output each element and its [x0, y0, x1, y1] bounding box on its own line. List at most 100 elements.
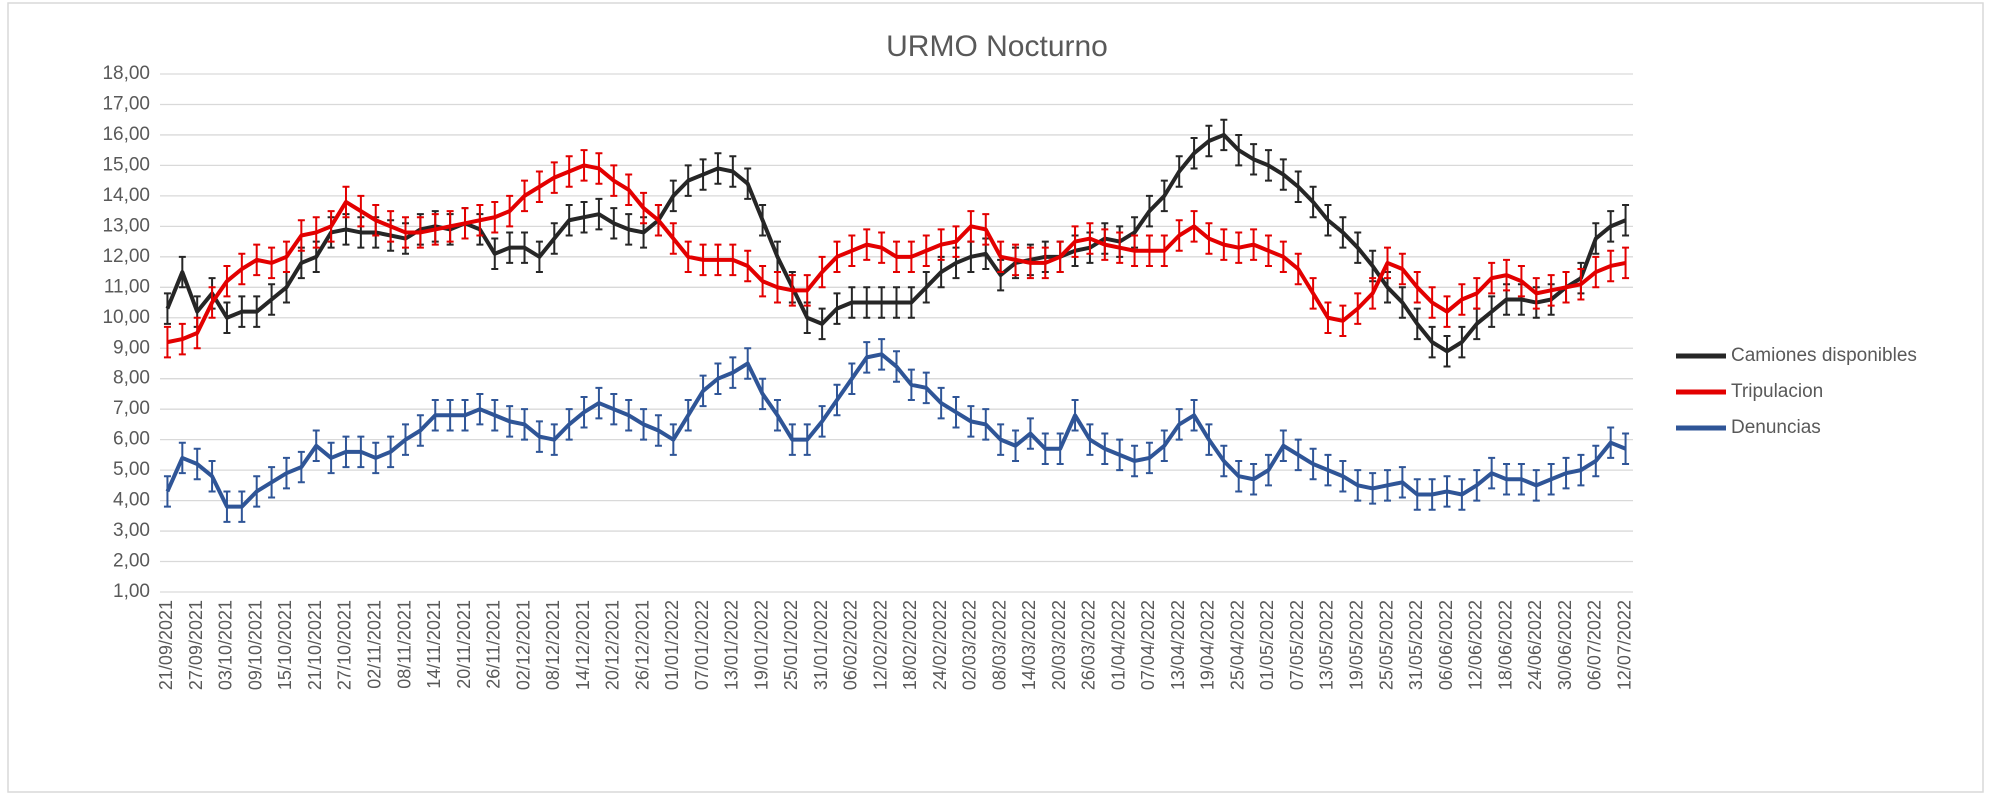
error-bar	[1071, 399, 1079, 432]
error-bar	[878, 286, 886, 319]
error-bar	[372, 441, 380, 475]
error-bar	[684, 399, 692, 432]
error-bar	[937, 228, 945, 261]
error-bar	[253, 475, 261, 508]
x-tick-label: 06/07/2022	[1585, 600, 1605, 690]
error-bar	[506, 405, 514, 438]
error-bar	[1250, 143, 1258, 176]
x-tick-label: 06/02/2022	[841, 600, 861, 690]
y-tick-label: 12,00	[102, 246, 150, 267]
error-bar	[1324, 301, 1332, 334]
error-bar	[1473, 469, 1481, 502]
error-bar	[416, 216, 424, 249]
error-bar	[1116, 231, 1124, 264]
error-bar	[297, 219, 305, 252]
y-tick-label: 1,00	[113, 581, 150, 602]
error-bar	[1205, 222, 1213, 255]
error-bar	[773, 271, 781, 304]
error-bar	[848, 362, 856, 395]
error-bar	[1592, 222, 1600, 255]
error-bar	[1339, 459, 1347, 493]
error-bar	[893, 350, 900, 383]
error-bar	[640, 191, 648, 225]
x-tick-label: 02/03/2022	[960, 600, 980, 690]
error-bar	[863, 341, 871, 374]
error-bar	[1503, 463, 1511, 496]
error-bar	[714, 243, 722, 277]
error-bar	[1205, 124, 1213, 158]
error-bar	[1473, 277, 1481, 310]
error-bar	[654, 204, 662, 237]
error-bar	[1488, 456, 1496, 490]
error-bar	[1428, 286, 1436, 319]
error-bar	[625, 213, 633, 246]
error-bar	[208, 286, 216, 319]
error-bar	[684, 240, 692, 274]
error-bar	[907, 368, 915, 402]
x-tick-label: 25/04/2022	[1227, 600, 1247, 690]
error-bar	[1175, 155, 1183, 188]
x-tick-label: 12/02/2022	[870, 600, 890, 690]
error-bar	[1026, 417, 1034, 450]
error-bar	[268, 246, 276, 280]
error-bar	[1145, 441, 1153, 475]
x-tick-label: 07/01/2022	[692, 600, 712, 690]
error-bar	[1309, 277, 1317, 310]
legend-label: Camiones disponibles	[1731, 345, 1917, 366]
error-bar	[610, 164, 618, 197]
error-bar	[714, 152, 722, 185]
error-bar	[893, 240, 900, 274]
x-tick-label: 13/04/2022	[1168, 600, 1188, 690]
error-bar	[1503, 258, 1511, 292]
error-bar	[282, 240, 290, 274]
error-bar	[163, 475, 171, 508]
error-bar	[759, 377, 767, 411]
x-tick-label: 02/12/2021	[513, 600, 533, 690]
error-bar	[1056, 240, 1064, 274]
x-tick-label: 09/10/2021	[245, 600, 265, 690]
error-bar	[461, 399, 469, 432]
error-bar	[1294, 170, 1302, 203]
error-bar	[1458, 478, 1466, 511]
error-bar	[1398, 286, 1406, 319]
error-bar	[1384, 246, 1391, 280]
x-tick-label: 08/03/2022	[989, 600, 1009, 690]
error-bar	[1607, 210, 1615, 243]
x-tick-label: 20/11/2021	[454, 600, 474, 689]
x-tick-label: 06/06/2022	[1436, 600, 1456, 690]
error-bar	[1354, 292, 1362, 325]
error-bar	[163, 325, 171, 359]
y-tick-label: 18,00	[102, 63, 150, 84]
error-bar	[431, 213, 439, 246]
error-bar	[1517, 463, 1525, 496]
error-bar	[669, 423, 677, 456]
x-tick-label: 18/06/2022	[1495, 600, 1515, 690]
error-bar	[1220, 118, 1228, 152]
error-bar	[1458, 283, 1466, 316]
error-bar	[1131, 234, 1139, 267]
error-bar	[1131, 444, 1139, 478]
x-tick-label: 12/06/2022	[1466, 600, 1486, 690]
error-bar	[699, 374, 707, 408]
error-bar	[1309, 447, 1317, 481]
x-tick-label: 07/05/2022	[1287, 600, 1307, 690]
error-bar	[669, 179, 677, 213]
error-bar	[759, 264, 767, 298]
error-bar	[491, 200, 499, 234]
error-bar	[595, 152, 603, 185]
x-tick-label: 19/04/2022	[1198, 600, 1218, 690]
error-bar	[461, 207, 469, 240]
error-bar	[848, 286, 856, 319]
error-bar	[521, 408, 529, 441]
y-tick-label: 8,00	[113, 368, 150, 389]
x-tick-label: 18/02/2022	[900, 600, 920, 690]
error-bar	[669, 222, 677, 255]
error-bar	[402, 423, 409, 456]
error-bar	[312, 216, 320, 249]
error-bar	[580, 395, 588, 429]
error-bar	[833, 292, 841, 325]
error-bar	[223, 301, 231, 334]
error-bar	[625, 399, 633, 432]
error-bar	[238, 490, 246, 523]
